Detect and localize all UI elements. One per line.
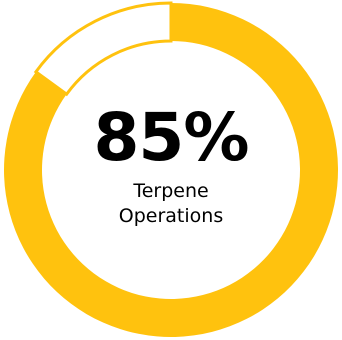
percent-value: 85%: [93, 99, 250, 176]
metric-label-line-1: Terpene: [133, 180, 209, 202]
metric-label-line-2: Operations: [118, 205, 224, 227]
donut-remainder-arc: [33, 1, 173, 97]
metric-label: Terpene Operations: [119, 179, 223, 229]
